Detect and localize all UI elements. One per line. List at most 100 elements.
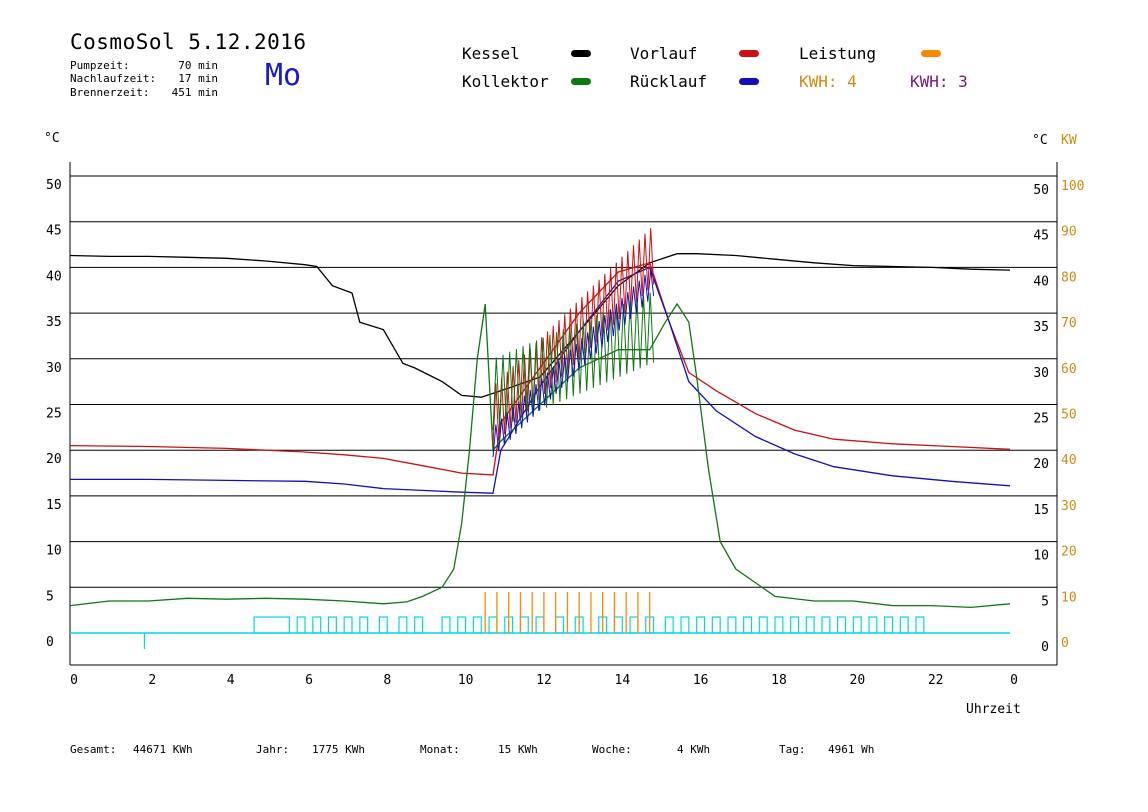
kw-tick-label: 20 [1061, 545, 1077, 560]
series-line-ruecklauf [70, 266, 1011, 494]
month-value: 15 KWh [498, 743, 538, 756]
baseline-pulse [472, 616, 482, 634]
baseline-pulse [555, 616, 565, 634]
weekday-label: Mo [265, 58, 302, 93]
baseline-pulse [253, 616, 290, 634]
x-tick-label: 12 [536, 673, 552, 688]
day-label: Tag: [779, 743, 806, 756]
y-tick-label: 45 [46, 224, 62, 239]
legend-kwh-collector: KWH: 4 [799, 72, 857, 91]
kw-axis-unit: KW [1061, 133, 1077, 148]
y-right-tick-label: 50 [1033, 183, 1049, 198]
y-tick-label: 30 [46, 361, 62, 376]
baseline-pulse [535, 616, 545, 634]
kw-tick-label: 50 [1061, 408, 1077, 423]
legend-kollektor-label: Kollektor [462, 72, 549, 91]
y-tick-label: 25 [46, 407, 62, 422]
baseline-pulse [378, 616, 388, 634]
baseline-pulse [868, 616, 878, 634]
kw-tick-label: 40 [1061, 453, 1077, 468]
series-line-vorlauf [69, 261, 1011, 476]
baseline-pulse [359, 616, 369, 634]
ruecklauf-oscillation [492, 269, 655, 458]
y-tick-label: 35 [46, 315, 62, 330]
baseline-pulse [519, 616, 529, 634]
after-run-value: 17 min [178, 72, 218, 85]
baseline-pulse [915, 616, 925, 634]
baseline-pulse [398, 616, 408, 634]
baseline-pulse [743, 616, 753, 634]
y-right-tick-label: 15 [1033, 503, 1049, 518]
kw-tick-label: 0 [1061, 636, 1069, 651]
baseline-pulse [441, 616, 451, 634]
x-axis-label: Uhrzeit [966, 702, 1021, 717]
legend-leistung-swatch [921, 50, 941, 57]
baseline-pulse [790, 616, 800, 634]
x-tick-label: 0 [1010, 673, 1018, 688]
x-tick-label: 0 [70, 673, 78, 688]
baseline-pulse [821, 616, 831, 634]
legend-ruecklauf-swatch [739, 78, 759, 85]
x-tick-label: 2 [148, 673, 156, 688]
kw-tick-label: 30 [1061, 499, 1077, 514]
baseline-pulse [774, 616, 784, 634]
y-right-tick-label: 25 [1033, 412, 1049, 427]
burner-time-value: 451 min [171, 86, 218, 99]
total-label: Gesamt: [70, 743, 117, 756]
day-value: 4961 Wh [828, 743, 875, 756]
y-tick-label: 10 [46, 544, 62, 559]
baseline-pulse [488, 616, 498, 634]
y-right-tick-label: 40 [1033, 274, 1049, 289]
total-value: 44671 KWh [133, 743, 193, 756]
vorlauf-oscillation [492, 227, 655, 446]
y-tick-label: 40 [46, 269, 62, 284]
y-right-tick-label: 20 [1033, 457, 1049, 472]
year-value: 1775 KWh [312, 743, 365, 756]
kw-tick-label: 90 [1061, 225, 1077, 240]
y-right-tick-label: 0 [1041, 640, 1049, 655]
baseline-pulse [457, 616, 467, 634]
x-tick-label: 10 [458, 673, 474, 688]
baseline-pulse [629, 616, 639, 634]
baseline-pulse [837, 616, 847, 634]
kw-tick-label: 10 [1061, 590, 1077, 605]
y-tick-label: 50 [46, 178, 62, 193]
y-right-tick-label: 5 [1041, 594, 1049, 609]
x-tick-label: 22 [928, 673, 944, 688]
baseline-pulse [343, 616, 353, 634]
week-value: 4 KWh [677, 743, 711, 756]
y-right-tick-label: 30 [1033, 366, 1049, 381]
year-label: Jahr: [256, 743, 290, 756]
legend-leistung-label: Leistung [799, 44, 877, 63]
baseline-pulse [805, 616, 815, 634]
y-tick-label: 5 [46, 589, 54, 604]
legend-vorlauf-label: Vorlauf [630, 44, 698, 63]
legend-kessel-swatch [571, 50, 591, 57]
kollektor-oscillation [492, 292, 655, 431]
left-axis-unit: °C [44, 131, 60, 146]
month-label: Monat: [420, 743, 460, 756]
kw-tick-label: 70 [1061, 316, 1077, 331]
baseline-pulse [852, 616, 862, 634]
pump-time-label: Pumpzeit: [70, 59, 130, 72]
x-tick-label: 6 [305, 673, 313, 688]
page-title: CosmoSol 5.12.2016 [70, 30, 307, 54]
baseline-pulse [613, 616, 623, 634]
baseline-pulse [664, 616, 674, 634]
baseline-pulse [727, 616, 737, 634]
burner-time-label: Brennerzeit: [70, 86, 150, 99]
baseline-pulse [312, 616, 322, 634]
x-tick-label: 14 [615, 673, 631, 688]
legend-kollektor-swatch [571, 78, 591, 85]
series-line-kessel [69, 253, 1011, 398]
x-tick-label: 16 [693, 673, 709, 688]
y-tick-label: 0 [46, 635, 54, 650]
baseline-pulse [899, 616, 909, 634]
x-tick-label: 20 [850, 673, 866, 688]
y-tick-label: 20 [46, 452, 62, 467]
after-run-label: Nachlaufzeit: [70, 72, 157, 85]
baseline-pulse [884, 616, 894, 634]
legend-vorlauf-swatch [739, 50, 759, 57]
baseline-pulse [680, 616, 690, 634]
